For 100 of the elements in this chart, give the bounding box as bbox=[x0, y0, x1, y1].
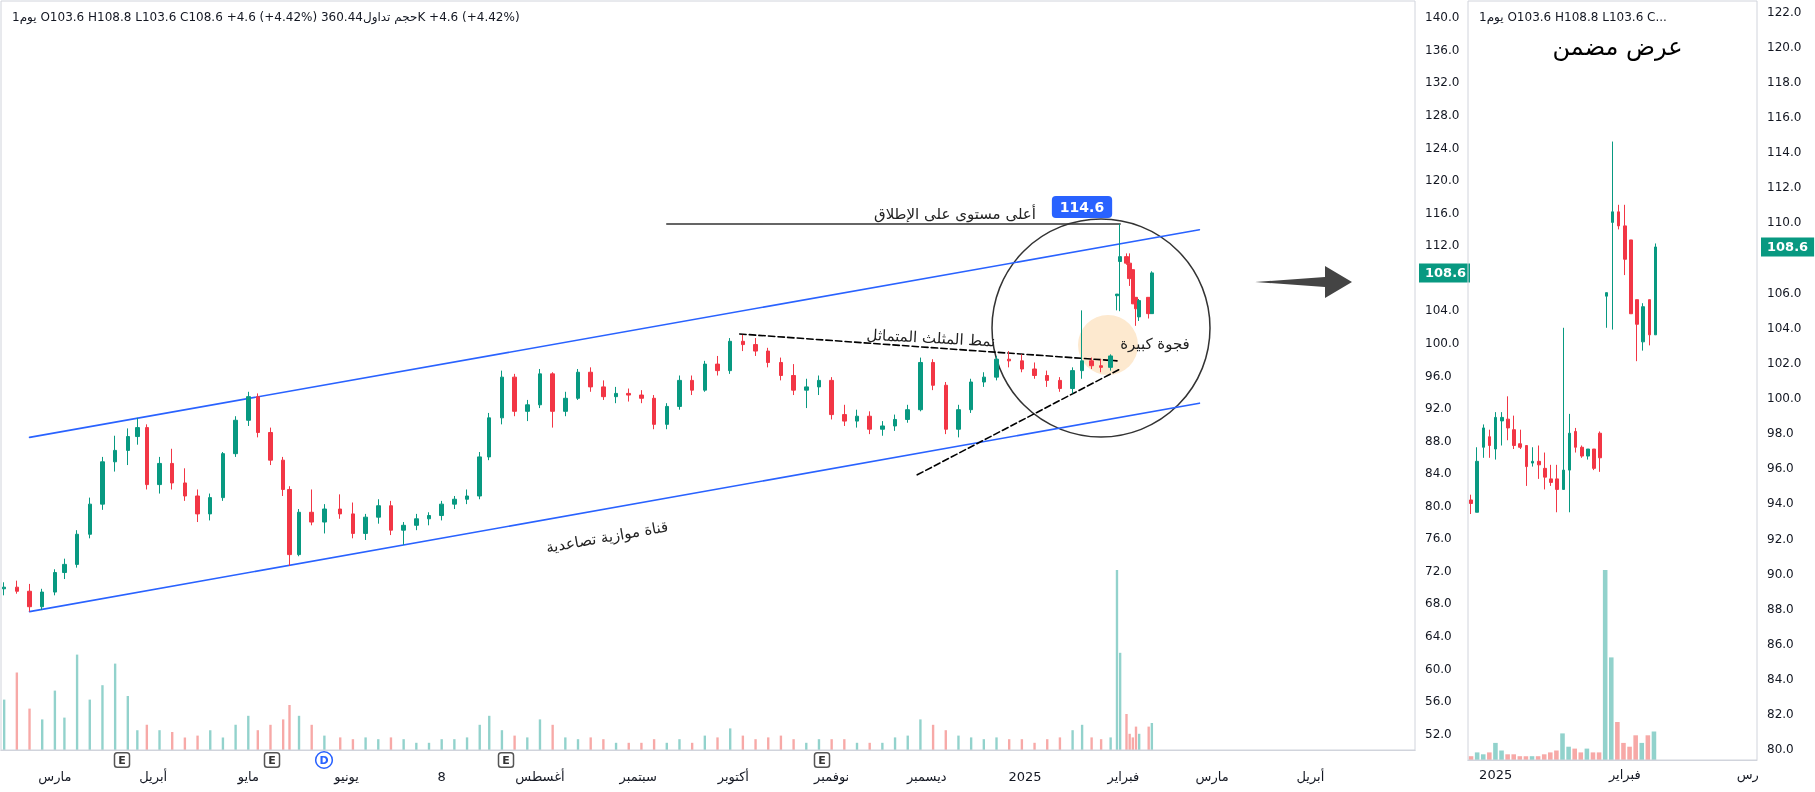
bar bbox=[1487, 752, 1492, 760]
candlestick bbox=[1020, 353, 1024, 373]
candlestick bbox=[703, 360, 707, 393]
text: D bbox=[319, 753, 329, 767]
candlestick bbox=[867, 410, 872, 435]
x-tick-label: أكتوبر bbox=[716, 768, 749, 785]
y-tick-label: 94.0 bbox=[1767, 496, 1794, 511]
candlestick bbox=[652, 394, 656, 430]
bar bbox=[1109, 737, 1112, 750]
x-tick-label: مايو bbox=[236, 769, 259, 785]
x-tick-label: فبراير bbox=[1607, 767, 1641, 783]
candlestick bbox=[221, 451, 225, 502]
y-tick-label: 128.0 bbox=[1425, 107, 1460, 122]
candlestick bbox=[665, 402, 669, 430]
candlestick bbox=[1469, 494, 1473, 515]
y-tick-label: 100.0 bbox=[1767, 391, 1802, 406]
candlestick bbox=[477, 451, 482, 500]
candlestick bbox=[281, 456, 285, 497]
candlestick bbox=[246, 391, 251, 427]
candlestick bbox=[1598, 430, 1602, 473]
candlestick bbox=[2, 581, 6, 596]
bar bbox=[995, 737, 998, 750]
y-tick-label: 76.0 bbox=[1425, 531, 1452, 546]
candlestick bbox=[829, 376, 834, 420]
candlestick bbox=[427, 511, 431, 526]
candlestick bbox=[753, 337, 758, 357]
bar bbox=[843, 739, 846, 750]
bar bbox=[63, 717, 66, 750]
candlestick bbox=[1574, 427, 1577, 454]
bar bbox=[678, 739, 681, 750]
candlestick bbox=[338, 493, 342, 520]
bar bbox=[1480, 754, 1486, 760]
bar bbox=[453, 739, 456, 750]
candlestick bbox=[256, 392, 260, 438]
bar bbox=[957, 735, 960, 750]
x-tick-label: 2025 bbox=[1008, 769, 1042, 784]
y-tick-label: 88.0 bbox=[1425, 433, 1452, 448]
candlestick bbox=[944, 381, 948, 435]
candlestick bbox=[779, 357, 783, 381]
candlestick bbox=[1070, 366, 1075, 394]
bar bbox=[323, 735, 326, 750]
bar bbox=[716, 737, 719, 750]
candlestick bbox=[1592, 448, 1596, 471]
candlestick bbox=[1482, 423, 1485, 459]
candlestick bbox=[601, 379, 606, 401]
y-tick-label: 88.0 bbox=[1767, 601, 1794, 616]
candlestick bbox=[376, 498, 381, 525]
bar bbox=[158, 730, 161, 750]
candlestick bbox=[931, 358, 935, 391]
candlestick bbox=[75, 529, 79, 569]
candlestick bbox=[1611, 141, 1614, 331]
bar bbox=[919, 719, 922, 750]
bar bbox=[1147, 726, 1150, 750]
candlestick bbox=[1475, 446, 1479, 513]
candlestick bbox=[1500, 411, 1504, 447]
x-tick-label: أغسطس bbox=[515, 768, 565, 785]
x-tick-label: يونيو bbox=[333, 769, 360, 785]
candlestick bbox=[401, 521, 406, 546]
x-tick-label: 2025 bbox=[1479, 767, 1513, 782]
candlestick bbox=[982, 371, 986, 388]
bar bbox=[754, 739, 757, 750]
y-tick-label: 52.0 bbox=[1425, 726, 1452, 741]
y-tick-label: 98.0 bbox=[1767, 426, 1794, 441]
candlestick bbox=[855, 409, 859, 429]
y-tick-label: 82.0 bbox=[1767, 707, 1794, 722]
bar bbox=[269, 724, 272, 750]
bar bbox=[1639, 742, 1645, 760]
candlestick bbox=[690, 375, 694, 396]
candlestick bbox=[1118, 223, 1122, 312]
candlestick bbox=[893, 414, 897, 432]
candlestick bbox=[1137, 298, 1141, 322]
candlestick bbox=[1617, 204, 1620, 230]
candlestick bbox=[1089, 357, 1094, 370]
y-tick-label: 60.0 bbox=[1425, 661, 1452, 676]
candlestick bbox=[309, 488, 314, 526]
bar bbox=[1090, 737, 1093, 750]
candlestick bbox=[576, 368, 580, 401]
candlestick bbox=[817, 375, 821, 396]
candlestick bbox=[53, 568, 57, 596]
y-tick-label: 112.0 bbox=[1425, 238, 1460, 253]
y-tick-label: 122.0 bbox=[1767, 4, 1802, 19]
candlestick bbox=[715, 355, 720, 376]
annotation: قناة موازية تصاعدية bbox=[544, 517, 670, 557]
candlestick bbox=[233, 415, 238, 458]
candlestick bbox=[766, 347, 770, 368]
bar bbox=[101, 685, 104, 750]
x-tick-label: مارس bbox=[1195, 769, 1229, 785]
candlestick bbox=[1543, 452, 1547, 490]
candlestick bbox=[880, 420, 885, 437]
candlestick bbox=[791, 363, 796, 396]
bar bbox=[1125, 714, 1128, 750]
bar bbox=[830, 739, 833, 750]
candlestick bbox=[1580, 445, 1584, 459]
x-tick-label: نوفمبر bbox=[813, 769, 850, 785]
candlestick bbox=[1506, 395, 1510, 441]
text: 1يوم O103.6 H108.8 L103.6 C... bbox=[1479, 10, 1667, 25]
x-tick-label: مارس bbox=[38, 769, 72, 785]
candlestick bbox=[1518, 429, 1522, 450]
candlestick bbox=[1586, 448, 1590, 461]
candlestick bbox=[626, 388, 631, 403]
